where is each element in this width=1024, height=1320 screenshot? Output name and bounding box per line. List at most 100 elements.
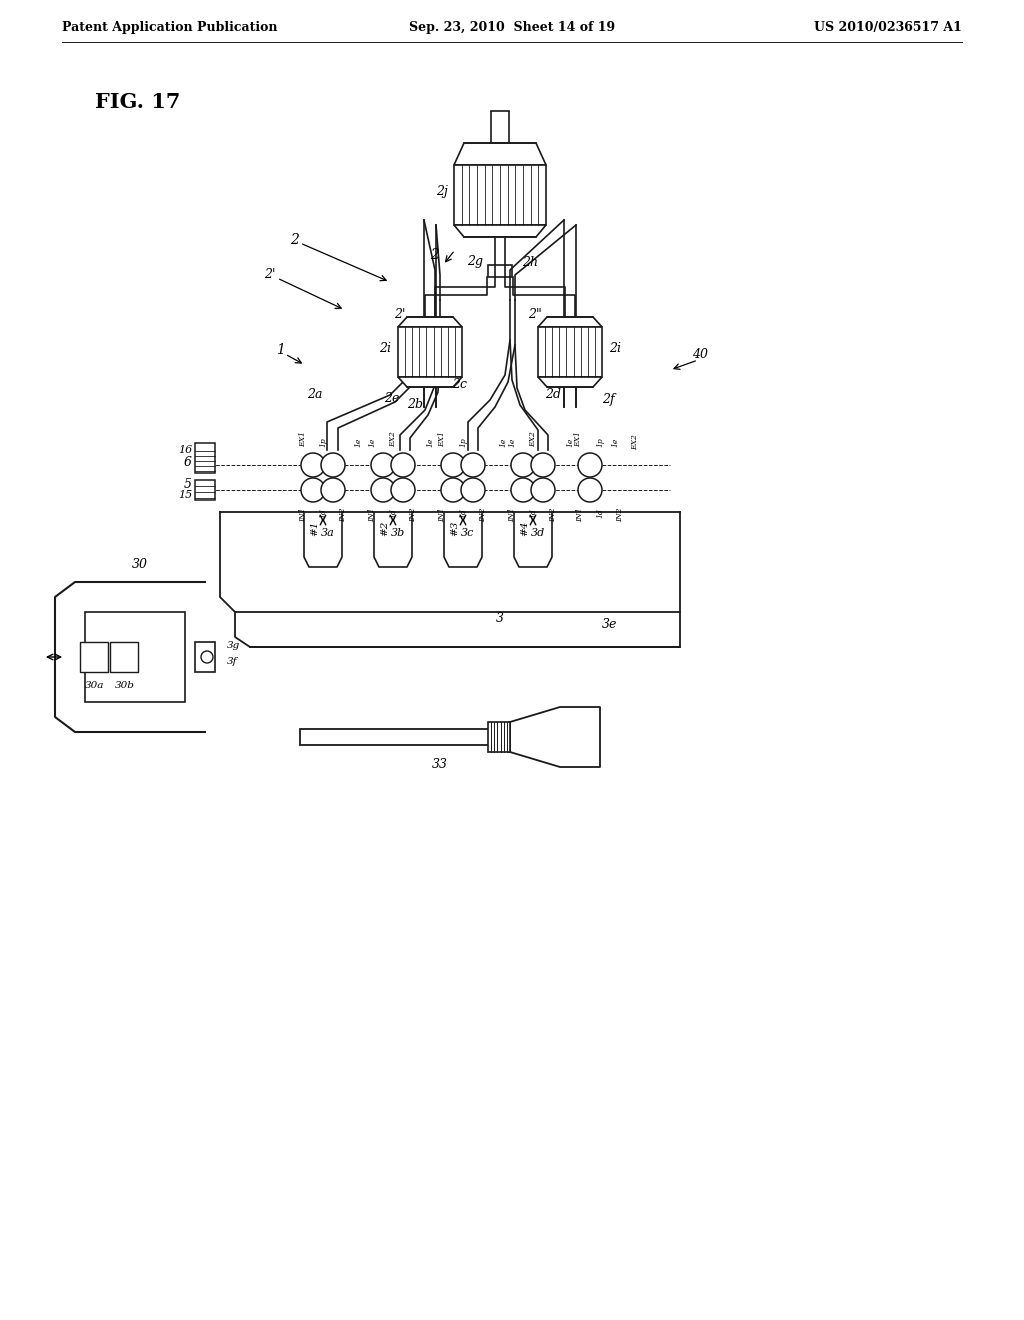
Text: 2b: 2b [407, 399, 423, 412]
Circle shape [578, 453, 602, 477]
Text: 2': 2' [394, 309, 406, 322]
Text: 2e: 2e [384, 392, 399, 405]
Text: 2a: 2a [307, 388, 323, 401]
Text: Sep. 23, 2010  Sheet 14 of 19: Sep. 23, 2010 Sheet 14 of 19 [409, 21, 615, 33]
Circle shape [441, 478, 465, 502]
Text: EX2: EX2 [389, 432, 397, 447]
Bar [488, 265, 512, 277]
Text: IN2: IN2 [409, 508, 417, 523]
Text: 30a: 30a [85, 681, 104, 689]
Text: 3f: 3f [227, 657, 238, 667]
Bar [195, 642, 215, 672]
Text: 16: 16 [178, 445, 193, 455]
Text: #3: #3 [451, 520, 460, 536]
Circle shape [511, 453, 535, 477]
Bar [195, 480, 215, 500]
Text: 1e: 1e [368, 438, 376, 447]
Polygon shape [398, 317, 462, 327]
Text: 1e: 1e [426, 438, 434, 447]
Text: IN1: IN1 [368, 508, 376, 523]
Circle shape [301, 478, 325, 502]
Text: IN2: IN2 [616, 508, 624, 523]
Text: #1: #1 [310, 520, 319, 536]
Text: 1e: 1e [354, 438, 362, 447]
Text: 3b: 3b [391, 528, 406, 539]
Circle shape [461, 453, 485, 477]
Text: 2f: 2f [602, 392, 614, 405]
Circle shape [511, 478, 535, 502]
Circle shape [391, 453, 415, 477]
Text: 1p: 1p [319, 437, 327, 447]
Text: IN1: IN1 [299, 508, 307, 523]
Text: 2i: 2i [609, 342, 621, 355]
Bar [85, 612, 185, 702]
Text: 3g: 3g [227, 640, 241, 649]
Text: 5: 5 [184, 479, 193, 491]
Polygon shape [454, 143, 546, 165]
Text: 2d: 2d [545, 388, 561, 401]
Text: IN2: IN2 [549, 508, 557, 523]
Text: EX1: EX1 [574, 432, 582, 447]
Text: 2": 2" [528, 309, 542, 322]
Text: #2: #2 [381, 520, 389, 536]
Text: 30: 30 [132, 557, 148, 570]
Circle shape [391, 478, 415, 502]
Text: 1d: 1d [596, 508, 604, 517]
Circle shape [321, 478, 345, 502]
Text: #4: #4 [520, 520, 529, 536]
Circle shape [531, 453, 555, 477]
Bar [300, 729, 490, 744]
Text: 2': 2' [264, 268, 275, 281]
Bar [398, 327, 462, 378]
Text: 1d: 1d [319, 508, 327, 517]
Text: 1: 1 [275, 343, 285, 356]
Circle shape [531, 478, 555, 502]
Text: 1p: 1p [459, 437, 467, 447]
Bar [195, 444, 215, 473]
Text: 2i: 2i [379, 342, 391, 355]
Bar [80, 642, 108, 672]
Text: 1p: 1p [596, 437, 604, 447]
Text: 2: 2 [291, 234, 299, 247]
Polygon shape [538, 317, 602, 327]
Circle shape [371, 478, 395, 502]
Text: 1e: 1e [566, 438, 574, 447]
Circle shape [371, 453, 395, 477]
Bar [454, 165, 546, 224]
Text: 3: 3 [496, 612, 504, 626]
Circle shape [201, 651, 213, 663]
Circle shape [301, 453, 325, 477]
Text: 15: 15 [178, 490, 193, 500]
Text: EX1: EX1 [299, 432, 307, 447]
Text: 30b: 30b [115, 681, 135, 689]
Circle shape [441, 453, 465, 477]
Text: IN2: IN2 [479, 508, 487, 523]
Text: EX2: EX2 [631, 434, 639, 450]
Polygon shape [454, 224, 546, 238]
Bar [110, 642, 138, 672]
Text: 6: 6 [184, 457, 193, 470]
Text: 3a: 3a [322, 528, 335, 539]
Polygon shape [398, 378, 462, 387]
Text: 2g: 2g [467, 256, 483, 268]
Text: 1e: 1e [611, 438, 618, 447]
Text: EX2: EX2 [529, 432, 537, 447]
Text: 2j: 2j [436, 186, 447, 198]
Bar [538, 327, 602, 378]
Bar [488, 722, 510, 752]
Circle shape [321, 453, 345, 477]
Text: IN1: IN1 [508, 508, 516, 523]
Text: IN1: IN1 [438, 508, 446, 523]
Text: 2h: 2h [522, 256, 538, 268]
Circle shape [461, 478, 485, 502]
Text: US 2010/0236517 A1: US 2010/0236517 A1 [814, 21, 962, 33]
Bar [490, 111, 509, 143]
Text: 3e: 3e [602, 619, 617, 631]
Polygon shape [538, 378, 602, 387]
Text: IN1: IN1 [575, 508, 584, 523]
Text: 2c: 2c [453, 379, 468, 392]
Text: 1e: 1e [508, 438, 516, 447]
Text: 1d: 1d [459, 508, 467, 517]
Circle shape [578, 478, 602, 502]
Text: 1d: 1d [529, 508, 537, 517]
